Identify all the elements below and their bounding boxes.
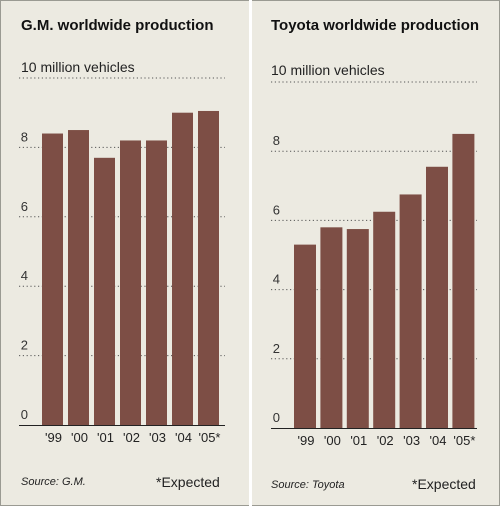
- toyota-x-tick-label: '01: [350, 433, 367, 448]
- panel-divider: [249, 0, 252, 506]
- toyota-unit-label: 10 million vehicles: [271, 62, 385, 78]
- gm-x-tick-label: '99: [45, 430, 62, 445]
- gm-x-tick-label: '04: [175, 430, 192, 445]
- gm-source-note: Source: G.M.: [21, 476, 86, 488]
- toyota-bar: [452, 133, 475, 428]
- toyota-y-tick-label: 2: [273, 341, 280, 356]
- gm-chart-panel: G.M. worldwide production 10 million veh…: [0, 0, 249, 506]
- gm-bar: [120, 140, 141, 425]
- gm-bar: [68, 130, 89, 426]
- gm-unit-label: 10 million vehicles: [21, 59, 135, 75]
- toyota-y-tick-label: 8: [273, 133, 280, 148]
- toyota-chart-title: Toyota worldwide production: [271, 17, 480, 34]
- toyota-x-tick-label: '03: [403, 433, 420, 448]
- toyota-bar: [399, 194, 422, 428]
- gm-y-tick-label: 0: [21, 407, 28, 422]
- gm-bar: [146, 140, 167, 425]
- toyota-x-tick-label: '00: [324, 433, 341, 448]
- toyota-bar: [346, 229, 369, 428]
- gm-x-tick-label: '03: [149, 430, 166, 445]
- toyota-bar: [320, 227, 343, 428]
- gm-y-tick-label: 2: [21, 338, 28, 353]
- gm-bar: [172, 112, 193, 425]
- gm-x-tick-label: '01: [97, 430, 114, 445]
- toyota-expected-note: *Expected: [412, 476, 476, 492]
- toyota-x-tick-label: '04: [430, 433, 447, 448]
- toyota-x-tick-label: '05*: [453, 433, 475, 448]
- gm-chart-title: G.M. worldwide production: [21, 17, 214, 34]
- toyota-y-tick-label: 6: [273, 202, 280, 217]
- gm-bar-chart: 0 2 4 6 8 '99 '00 '01 '02 '03 '04 '05*: [19, 77, 225, 445]
- gm-y-tick-label: 4: [21, 268, 28, 283]
- toyota-x-tick-label: '02: [377, 433, 394, 448]
- gm-x-tick-label: '00: [71, 430, 88, 445]
- toyota-bar: [373, 211, 396, 428]
- toyota-x-tick-label: '99: [298, 433, 315, 448]
- toyota-y-tick-label: 0: [273, 410, 280, 425]
- toyota-bar: [426, 166, 448, 428]
- gm-bar: [94, 157, 115, 425]
- gm-y-tick-label: 6: [21, 199, 28, 214]
- toyota-source-note: Source: Toyota: [271, 479, 345, 491]
- toyota-y-tick-label: 4: [273, 272, 280, 287]
- gm-bar: [42, 133, 63, 425]
- toyota-bar: [294, 244, 316, 428]
- gm-x-tick-label: '02: [123, 430, 140, 445]
- gm-expected-note: *Expected: [156, 474, 220, 490]
- toyota-chart-panel: Toyota worldwide production 10 million v…: [252, 0, 500, 506]
- gm-x-tick-label: '05*: [198, 430, 220, 445]
- toyota-bar-chart: 0 2 4 6 8 '99 '00 '01 '02 '03 '04 '05*: [271, 81, 477, 448]
- gm-y-tick-label: 8: [21, 129, 28, 144]
- gm-bar: [198, 110, 219, 425]
